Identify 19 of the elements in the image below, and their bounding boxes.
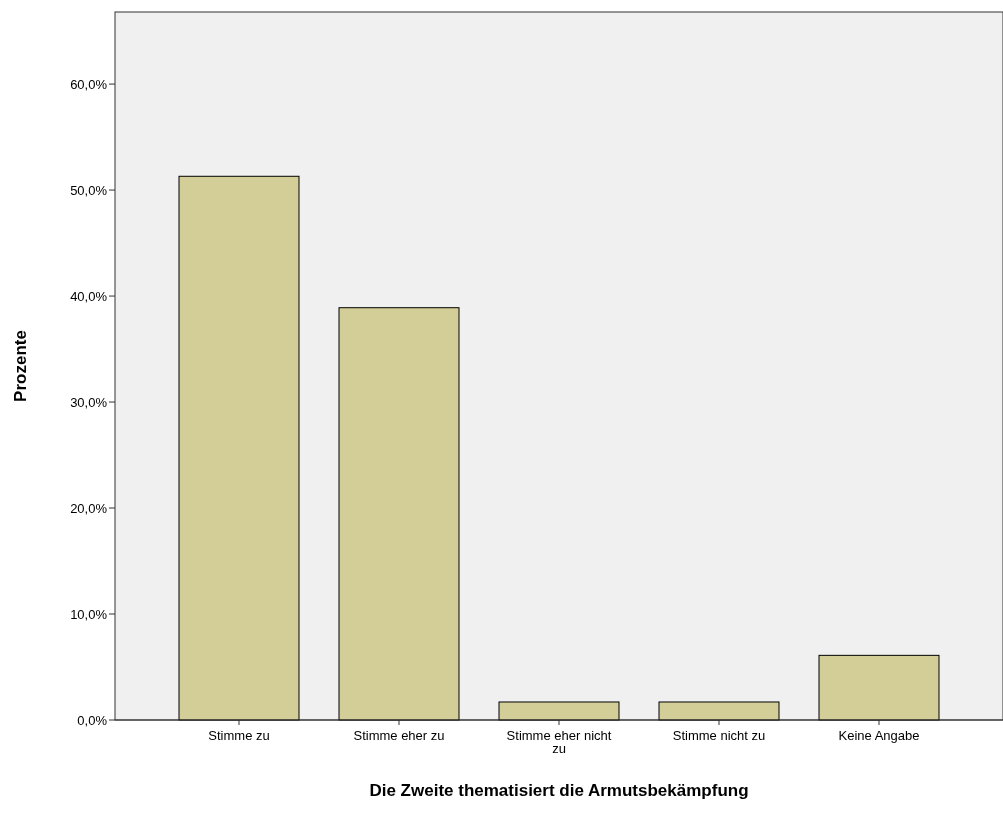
bar	[498, 701, 620, 721]
y-tick-label: 10,0%	[70, 606, 108, 622]
y-tick-label: 20,0%	[70, 500, 108, 516]
bar	[338, 307, 460, 721]
x-tick-label: Stimme nicht zu	[672, 728, 766, 743]
y-tick-label: 40,0%	[70, 288, 108, 304]
y-tick-label: 50,0%	[70, 182, 108, 198]
y-axis-title: Prozente	[11, 330, 30, 402]
x-tick-label: Keine Angabe	[838, 728, 920, 743]
bar	[818, 654, 940, 721]
y-tick-label: 60,0%	[70, 76, 108, 92]
y-tick-label: 0,0%	[77, 712, 108, 728]
bar	[658, 701, 780, 721]
x-axis-title: Die Zweite thematisiert die Armutsbekämpfung	[369, 781, 749, 800]
y-tick-label: 30,0%	[70, 394, 108, 410]
bar	[178, 175, 300, 721]
x-tick-label: Stimme zu	[208, 728, 270, 743]
x-tick-label: Stimme eher zu	[353, 728, 445, 743]
x-tick-label: Stimme eher nicht zu	[506, 728, 612, 756]
